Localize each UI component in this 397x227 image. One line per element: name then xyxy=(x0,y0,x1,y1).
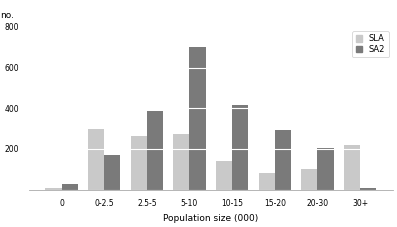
Bar xyxy=(318,148,333,190)
Bar xyxy=(62,185,78,190)
Bar xyxy=(360,188,376,190)
Bar xyxy=(88,128,104,190)
Text: no.: no. xyxy=(0,12,13,20)
Bar xyxy=(344,145,360,190)
Bar xyxy=(216,161,232,190)
Legend: SLA, SA2: SLA, SA2 xyxy=(352,31,389,57)
Bar xyxy=(258,173,275,190)
Bar xyxy=(301,169,318,190)
Bar xyxy=(189,47,206,190)
Bar xyxy=(104,155,120,190)
Bar xyxy=(131,136,147,190)
Bar xyxy=(232,105,249,190)
Bar xyxy=(275,130,291,190)
Bar xyxy=(45,188,62,190)
Bar xyxy=(173,134,189,190)
Bar xyxy=(147,111,163,190)
X-axis label: Population size (000): Population size (000) xyxy=(163,214,258,223)
